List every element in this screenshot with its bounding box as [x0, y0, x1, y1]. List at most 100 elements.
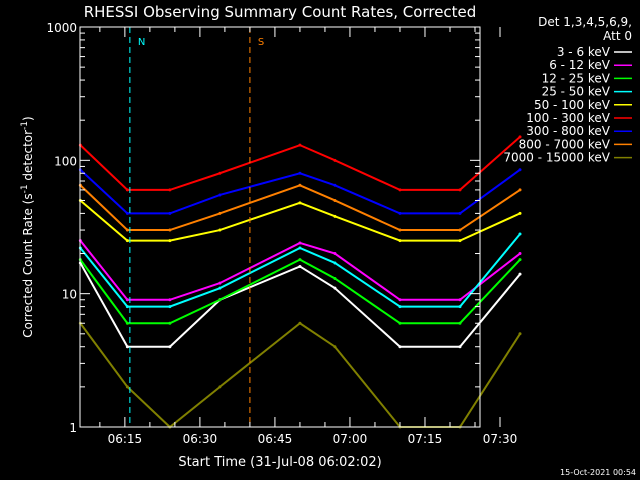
- y-tick-label: 1: [69, 421, 77, 435]
- footer-date: 15-Oct-2021 00:54: [560, 468, 636, 477]
- data-point: [168, 305, 172, 309]
- data-point: [298, 183, 302, 187]
- data-point: [218, 286, 222, 290]
- data-point: [298, 241, 302, 245]
- data-point: [333, 158, 337, 162]
- legend-entry-label: 12 - 25 keV: [542, 71, 611, 85]
- y-axis-label-mid: detector: [21, 130, 35, 185]
- x-tick-label: 06:15: [108, 432, 143, 446]
- legend-entry-label: 25 - 50 keV: [542, 85, 611, 99]
- data-point: [458, 298, 462, 302]
- legend-entry-label: 300 - 800 keV: [526, 124, 610, 138]
- data-point: [458, 239, 462, 243]
- x-tick-label: 07:00: [333, 432, 368, 446]
- data-point: [398, 239, 402, 243]
- data-point: [333, 183, 337, 187]
- data-point: [333, 345, 337, 349]
- data-point: [168, 239, 172, 243]
- data-point: [333, 214, 337, 218]
- series-800-7000keV: [78, 183, 522, 232]
- data-point: [168, 345, 172, 349]
- y-axis-label-end: ): [21, 116, 35, 121]
- data-point: [218, 385, 222, 389]
- data-point: [518, 258, 522, 262]
- y-axis-label-sup2: -1: [20, 121, 30, 130]
- data-point: [333, 286, 337, 290]
- y-axis-label-sup1: -1: [20, 184, 30, 193]
- chart-title: RHESSI Observing Summary Count Rates, Co…: [84, 3, 477, 21]
- data-point: [125, 228, 129, 232]
- data-point: [125, 188, 129, 192]
- data-point: [333, 198, 337, 202]
- data-point: [333, 276, 337, 280]
- data-point: [168, 321, 172, 325]
- y-axis-label: Corrected Count Rate (s-1 detector-1): [20, 116, 35, 337]
- x-tick-label: 06:30: [183, 432, 218, 446]
- data-point: [125, 345, 129, 349]
- data-point: [168, 228, 172, 232]
- data-point: [398, 298, 402, 302]
- data-point: [398, 305, 402, 309]
- legend-header-detectors: Det 1,3,4,5,6,9,: [538, 15, 632, 29]
- data-point: [458, 211, 462, 215]
- data-point: [458, 305, 462, 309]
- x-tick-label: 07:15: [408, 432, 443, 446]
- data-point: [333, 252, 337, 256]
- x-axis-label: Start Time (31-Jul-08 06:02:02): [178, 455, 381, 470]
- data-point: [218, 211, 222, 215]
- data-point: [168, 211, 172, 215]
- data-point: [125, 321, 129, 325]
- legend-header-attenuator: Att 0: [603, 29, 632, 43]
- y-tick-label: 10: [62, 288, 77, 302]
- data-point: [518, 332, 522, 336]
- x-tick-label: 07:30: [483, 432, 518, 446]
- legend-entry-label: 100 - 300 keV: [526, 111, 610, 125]
- data-point: [125, 211, 129, 215]
- data-point: [458, 188, 462, 192]
- flag-marker-label: S: [258, 37, 264, 48]
- data-point: [168, 298, 172, 302]
- x-axis: 06:15 06:30 06:45 07:00 07:15 07:30: [99, 27, 518, 446]
- y-axis-label-main: Corrected Count Rate (s: [21, 193, 35, 337]
- data-point: [298, 258, 302, 262]
- plot-frame: [79, 26, 481, 428]
- data-point: [518, 272, 522, 276]
- legend-entry-label: 3 - 6 keV: [557, 45, 611, 59]
- data-point: [518, 252, 522, 256]
- data-point: [298, 143, 302, 147]
- data-point: [298, 264, 302, 268]
- data-point: [518, 188, 522, 192]
- data-point: [398, 188, 402, 192]
- data-point: [518, 232, 522, 236]
- data-point: [125, 239, 129, 243]
- y-tick-label: 100: [54, 154, 77, 168]
- data-point: [398, 345, 402, 349]
- data-point: [518, 211, 522, 215]
- y-axis: 1 10 100 1000: [46, 21, 480, 435]
- data-point: [218, 298, 222, 302]
- data-point: [125, 385, 129, 389]
- data-point: [125, 305, 129, 309]
- data-point: [458, 321, 462, 325]
- data-point: [218, 193, 222, 197]
- series-12-25keV: [78, 258, 522, 325]
- data-point: [518, 135, 522, 139]
- legend-entry-label: 7000 - 15000 keV: [503, 151, 610, 165]
- data-point: [218, 171, 222, 175]
- data-point: [125, 298, 129, 302]
- data-point: [218, 228, 222, 232]
- series-25-50keV: [78, 232, 522, 309]
- data-point: [298, 171, 302, 175]
- series-6-12keV: [78, 239, 522, 302]
- data-point: [298, 201, 302, 205]
- legend-entry-label: 50 - 100 keV: [534, 98, 611, 112]
- flag-marker-label: N: [138, 37, 145, 48]
- legend-entry-label: 6 - 12 keV: [549, 58, 611, 72]
- data-point: [398, 321, 402, 325]
- legend-entry-label: 800 - 7000 keV: [519, 137, 611, 151]
- data-point: [168, 188, 172, 192]
- data-point: [398, 211, 402, 215]
